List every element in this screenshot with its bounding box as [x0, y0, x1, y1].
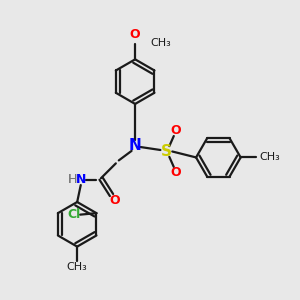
Text: O: O	[170, 166, 181, 179]
Text: CH₃: CH₃	[259, 152, 280, 162]
Text: O: O	[170, 124, 181, 137]
Text: O: O	[109, 194, 120, 207]
Text: Cl: Cl	[68, 208, 81, 221]
Text: N: N	[76, 173, 86, 186]
Text: N: N	[129, 138, 142, 153]
Text: CH₃: CH₃	[67, 262, 88, 272]
Text: H: H	[68, 173, 77, 186]
Text: S: S	[161, 144, 172, 159]
Text: CH₃: CH₃	[150, 38, 171, 48]
Text: HN: HN	[68, 173, 87, 186]
Text: O: O	[130, 28, 140, 41]
